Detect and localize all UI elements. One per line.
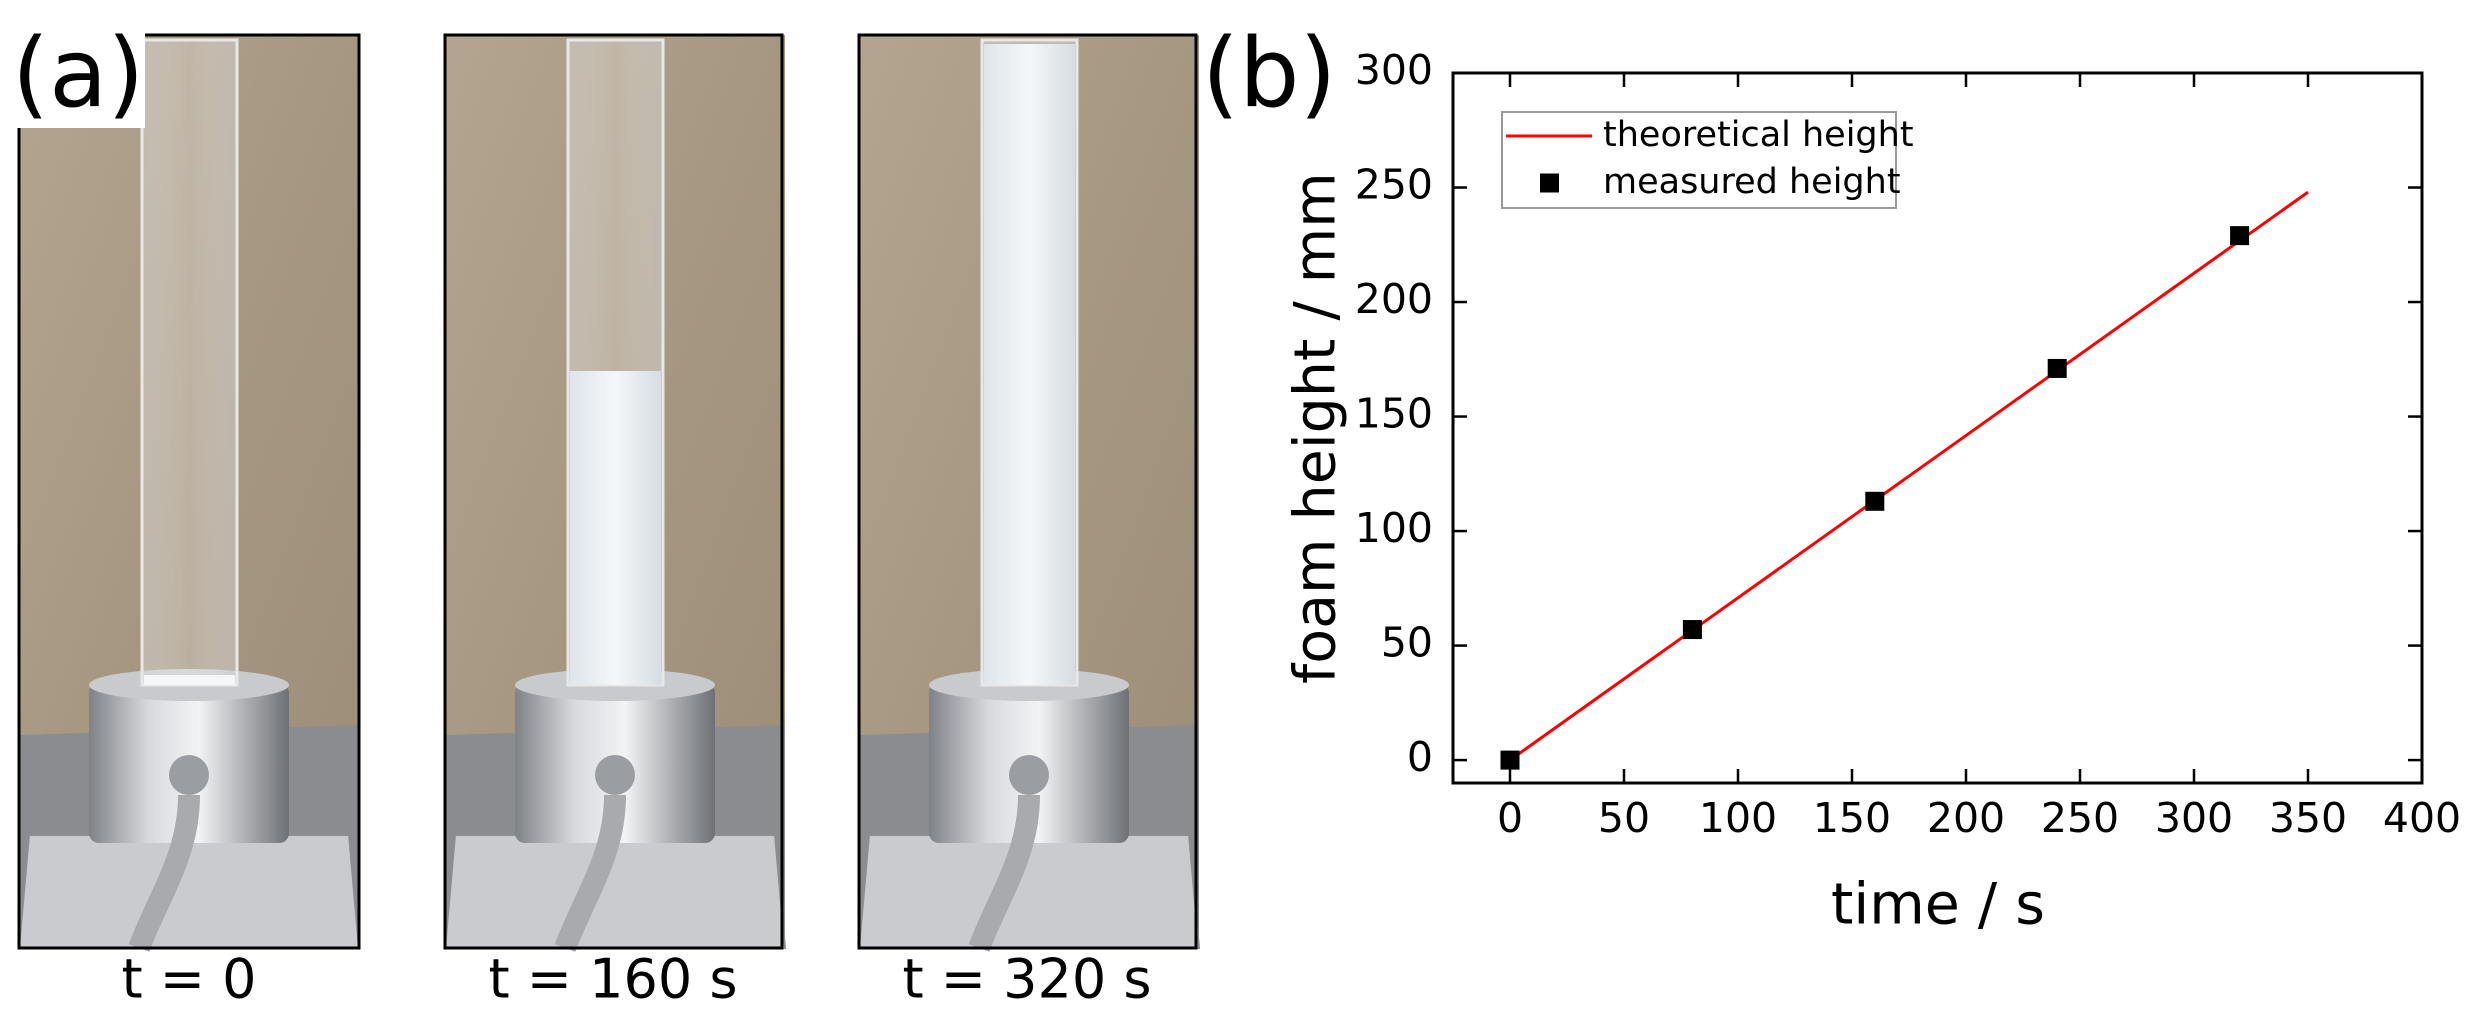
photo-caption: t = 0 (121, 948, 256, 1011)
x-tick-label: 100 (1699, 794, 1777, 842)
data-point (1682, 620, 1702, 640)
y-tick-label: 50 (1381, 619, 1433, 667)
panel-label: (b) (1202, 19, 1336, 129)
data-point (2047, 358, 2067, 378)
y-tick-label: 300 (1355, 46, 1433, 94)
x-tick-label: 400 (2383, 794, 2461, 842)
data-point (1865, 491, 1885, 511)
legend-box (1501, 111, 1897, 209)
y-tick-label: 250 (1355, 161, 1433, 209)
y-tick-label: 100 (1355, 504, 1433, 552)
legend-label: measured height (1603, 162, 1901, 202)
legend-swatch (1540, 173, 1559, 193)
x-tick-label: 250 (2041, 794, 2119, 842)
label-background (10, 30, 145, 128)
y-tick-label: 0 (1407, 733, 1433, 781)
data-line (1509, 190, 2309, 762)
x-tick-label: 200 (1927, 794, 2005, 842)
photo-caption: t = 160 s (488, 948, 737, 1011)
x-tick-label: 150 (1813, 794, 1891, 842)
y-axis-label: foam height / mm (1283, 172, 1349, 684)
panel-label: (a) (12, 19, 144, 129)
data-point (1500, 750, 1520, 770)
photo-caption: t = 320 s (902, 948, 1151, 1011)
x-tick-label: 50 (1598, 794, 1650, 842)
plot-area: 0 50 100 150 200 250 300 350 400 0 50 100 150 200 250 3… (1355, 46, 2461, 842)
y-tick-label: 200 (1355, 275, 1433, 323)
x-tick-label: 350 (2269, 794, 2347, 842)
x-axis-label: time / s (1831, 872, 2045, 938)
y-tick-label: 150 (1355, 390, 1433, 438)
data-point (2230, 226, 2250, 246)
x-tick-label: 300 (2155, 794, 2233, 842)
legend-label: theoretical height (1603, 115, 1914, 155)
plot-frame (1451, 71, 2424, 785)
x-tick-label: 0 (1497, 794, 1523, 842)
